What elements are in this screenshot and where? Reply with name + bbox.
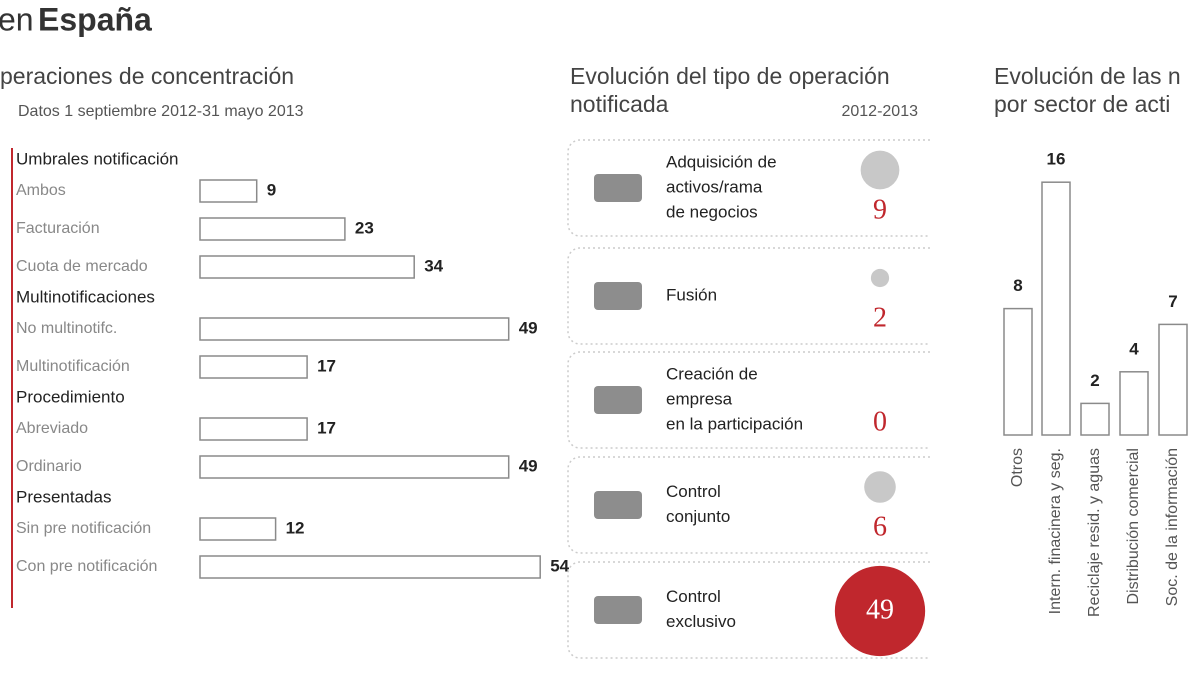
bar <box>1003 307 1033 436</box>
row-label: Ambos <box>16 182 66 199</box>
group-heading: Procedimiento <box>16 387 125 406</box>
category-label: Reciclaje resid. y aguas <box>1086 448 1103 617</box>
value-label: 34 <box>424 256 443 275</box>
category-label: Distribución comercial <box>1125 448 1142 605</box>
icon <box>594 386 642 414</box>
bar <box>199 179 258 203</box>
bar <box>1158 323 1188 436</box>
value-label: 0 <box>873 406 887 437</box>
bar <box>199 355 308 379</box>
value-label: 12 <box>286 518 305 537</box>
value-label: 2 <box>873 302 887 333</box>
bar <box>199 217 346 241</box>
value-label: 4 <box>1129 339 1139 358</box>
chart-title: por sector de acti <box>994 91 1170 117</box>
bar <box>199 255 415 279</box>
category-label: Otros <box>1009 448 1026 487</box>
item-label: Fusión <box>666 285 717 304</box>
icon <box>594 596 642 624</box>
icon <box>594 491 642 519</box>
bar <box>1080 402 1110 436</box>
row-label: Cuota de mercado <box>16 258 148 275</box>
chart-subtitle: Datos 1 septiembre 2012-31 mayo 2013 <box>18 103 304 120</box>
item-label: Adquisición de <box>666 152 777 171</box>
card <box>567 456 930 554</box>
bar <box>199 417 308 441</box>
icon <box>594 282 642 310</box>
group-heading: Multinotificaciones <box>16 287 155 306</box>
row-label: Sin pre notificación <box>16 520 151 537</box>
bubble <box>834 565 926 657</box>
item-label: activos/rama <box>666 177 763 196</box>
row-label: Facturación <box>16 220 100 237</box>
chart-title: peraciones de concentración <box>0 63 294 89</box>
value-label: 8 <box>1013 276 1022 295</box>
value-label: 16 <box>1047 150 1066 169</box>
item-label: de negocios <box>666 202 758 221</box>
value-label: 49 <box>519 318 538 337</box>
row-label: Multinotificación <box>16 358 130 375</box>
chart-title: Evolución de las n <box>994 63 1181 89</box>
item-label: Control <box>666 482 721 501</box>
item-label: conjunto <box>666 507 730 526</box>
value-label: 9 <box>873 194 887 225</box>
chart-subtitle: 2012-2013 <box>841 103 918 120</box>
value-label: 49 <box>866 594 894 625</box>
bubble <box>864 471 896 503</box>
card <box>567 247 930 345</box>
bar <box>199 455 510 479</box>
value-label: 17 <box>317 356 336 375</box>
value-label: 6 <box>873 511 887 542</box>
group-heading: Presentadas <box>16 487 111 506</box>
card <box>567 139 930 237</box>
bar <box>199 317 510 341</box>
heading-bold: España <box>38 1 152 37</box>
bar <box>199 555 541 579</box>
category-label: Soc. de la información <box>1164 448 1181 606</box>
item-label: empresa <box>666 389 733 408</box>
bar <box>199 517 277 541</box>
bar <box>1041 181 1071 436</box>
value-label: 9 <box>267 180 276 199</box>
bubble <box>870 268 890 288</box>
icon <box>594 174 642 202</box>
value-label: 2 <box>1090 371 1099 390</box>
value-label: 23 <box>355 218 374 237</box>
value-label: 7 <box>1168 292 1177 311</box>
row-label: Abreviado <box>16 420 88 437</box>
item-label: Creación de <box>666 364 758 383</box>
heading-lead: en <box>0 1 34 37</box>
chart-title: Evolución del tipo de operación <box>570 63 890 89</box>
value-label: 54 <box>550 556 569 575</box>
card <box>567 351 930 449</box>
bubble <box>860 150 900 190</box>
group-heading: Umbrales notificación <box>16 149 179 168</box>
category-label: Intern. finacinera y seg. <box>1047 448 1064 614</box>
value-label: 49 <box>519 456 538 475</box>
value-label: 17 <box>317 418 336 437</box>
row-label: Con pre notificación <box>16 558 157 575</box>
item-label: Control <box>666 587 721 606</box>
bar <box>1119 371 1149 436</box>
chart-title: notificada <box>570 91 669 117</box>
item-label: en la participación <box>666 414 803 433</box>
row-label: Ordinario <box>16 458 82 475</box>
item-label: exclusivo <box>666 612 736 631</box>
card <box>567 561 930 659</box>
row-label: No multinotifc. <box>16 320 117 337</box>
